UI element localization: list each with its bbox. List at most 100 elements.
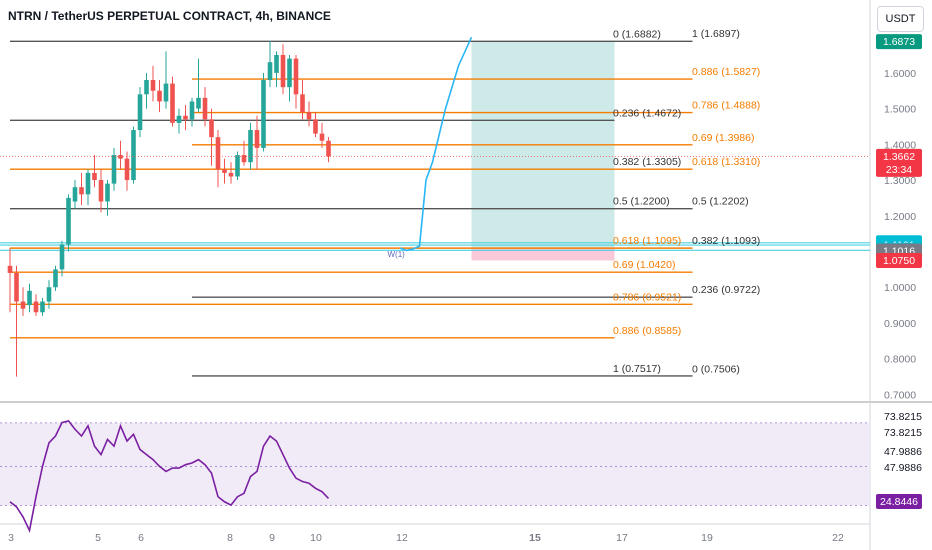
price-tick: 1.0000 — [884, 282, 916, 294]
candle-body — [300, 94, 305, 113]
fib-label-7: 0.618 (1.3310) — [692, 156, 760, 168]
time-tick: 6 — [138, 532, 144, 544]
candle-body — [59, 244, 65, 270]
projection-path — [399, 36, 473, 252]
price-tick: 0.8000 — [884, 354, 916, 366]
fib-label-13: 0.786 (0.9521) — [613, 291, 681, 303]
candle-body — [170, 83, 175, 123]
price-tick: 1.6000 — [884, 68, 916, 80]
fib-label-6: 0.382 (1.3305) — [613, 156, 681, 168]
candle-body — [137, 94, 143, 131]
candle-body — [20, 301, 26, 309]
candle-body — [131, 130, 136, 181]
price-tick: 1.4000 — [884, 139, 916, 151]
candle-body — [215, 137, 221, 170]
candle-body — [85, 172, 91, 195]
fib-label-0: 0 (1.6882) — [613, 28, 661, 40]
fib-label-12: 0.69 (1.0420) — [613, 259, 675, 271]
fib-label-9: 0.5 (1.2202) — [692, 196, 749, 208]
time-tick: 9 — [269, 532, 275, 544]
rsi-band — [0, 422, 870, 506]
price-tag-bg — [876, 148, 922, 177]
candle-body — [293, 58, 299, 95]
candle-body — [306, 112, 312, 120]
candle-body — [53, 269, 58, 288]
time-tick: 22 — [832, 532, 844, 544]
candle-body — [319, 133, 325, 141]
candle-body — [287, 58, 292, 88]
price-tick: 1.5000 — [884, 104, 916, 116]
stop-zone — [471, 248, 615, 261]
fib-label-16: 1 (0.7517) — [613, 363, 661, 375]
chart-title: NTRN / TetherUS PERPETUAL CONTRACT, 4h, … — [8, 9, 331, 23]
time-tick: 17 — [616, 532, 628, 544]
fib-label-4: 0.236 (1.4672) — [613, 107, 681, 119]
candle-body — [248, 130, 253, 163]
rsi-axis-label: 73.8215 — [884, 411, 922, 423]
fib-label-2: 0.886 (1.5827) — [692, 66, 760, 78]
candle-body — [163, 83, 169, 102]
candle-body — [254, 130, 260, 148]
time-tick: 8 — [227, 532, 233, 544]
time-tick: 10 — [310, 532, 322, 544]
fib-label-8: 0.5 (1.2200) — [613, 196, 670, 208]
candle-body — [222, 169, 227, 173]
candle-body — [261, 80, 266, 148]
candle-body — [111, 155, 117, 184]
rsi-line — [9, 419, 330, 533]
rsi-axis-label: 73.8215 — [884, 427, 922, 439]
price-tick: 1.3000 — [884, 175, 916, 187]
price-tag: 1.3662 — [883, 151, 915, 163]
time-tick: 12 — [396, 532, 408, 544]
price-tick: 0.9000 — [884, 318, 916, 330]
price-tag-bg — [876, 34, 922, 50]
candle-body — [196, 97, 201, 109]
candle-body — [313, 119, 318, 134]
candle-body — [144, 80, 149, 95]
fib-label-14: 0.236 (0.9722) — [692, 284, 760, 296]
price-tag-bg — [876, 252, 922, 268]
price-tag: 1.6873 — [883, 36, 915, 48]
candle-body — [105, 183, 110, 202]
candle-body — [72, 187, 78, 202]
candle-body — [79, 187, 84, 195]
rsi-tag-bg — [876, 494, 922, 509]
candle-body — [189, 101, 195, 120]
time-tick: 15 — [529, 532, 541, 544]
candle-body — [98, 180, 104, 202]
fib-label-15: 0.886 (0.8585) — [613, 325, 681, 337]
candle-body — [209, 119, 214, 138]
candle-body — [235, 155, 240, 177]
candle-body — [202, 97, 208, 120]
candle-body — [7, 265, 13, 273]
wave-annotation: W(1) — [388, 250, 406, 259]
candle-body — [92, 172, 97, 181]
candle-body — [40, 301, 45, 313]
candle-body — [33, 301, 39, 313]
candle-body — [241, 155, 247, 163]
candle-body — [228, 172, 234, 177]
currency-selector[interactable]: USDT — [877, 6, 924, 32]
time-tick: 19 — [701, 532, 713, 544]
rsi-axis-label: 47.9886 — [884, 446, 922, 458]
candle-body — [183, 115, 188, 120]
candle-body — [118, 155, 123, 159]
fib-label-11: 0.382 (1.1093) — [692, 235, 760, 247]
candle-body — [66, 197, 71, 245]
fib-label-5: 0.69 (1.3986) — [692, 132, 754, 144]
rsi-axis-label: 47.9886 — [884, 462, 922, 474]
time-tick: 3 — [8, 532, 14, 544]
candle-body — [326, 140, 331, 157]
time-tick: 5 — [95, 532, 101, 544]
price-tick: 1.2000 — [884, 211, 916, 223]
rsi-tag: 24.8446 — [880, 496, 918, 508]
candle-body — [280, 55, 286, 88]
price-tag-sub: 23:34 — [886, 164, 912, 176]
candle-body — [124, 158, 130, 181]
candle-body — [46, 287, 52, 302]
fib-label-10: 0.618 (1.1095) — [613, 235, 681, 247]
candle-body — [14, 272, 19, 302]
fib-label-3: 0.786 (1.4888) — [692, 100, 760, 112]
candle-body — [150, 80, 156, 91]
